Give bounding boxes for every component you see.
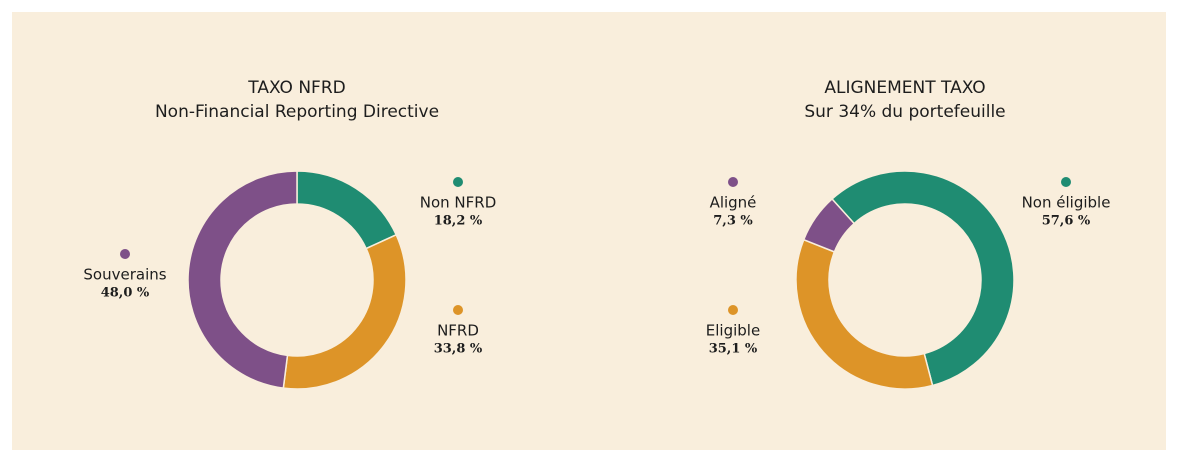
legend-dot: [728, 177, 738, 187]
chart-title: ALIGNEMENT TAXO: [824, 78, 985, 98]
legend-dot: [453, 305, 463, 315]
segment-value: 35,1 %: [709, 342, 758, 357]
segment-name: Eligible: [706, 322, 760, 340]
segment-name: Non NFRD: [420, 194, 497, 212]
chart-subtitle: Non-Financial Reporting Directive: [155, 102, 439, 122]
segment-value: 18,2 %: [434, 214, 483, 229]
segment-value: 57,6 %: [1042, 214, 1091, 229]
segment-name: Non éligible: [1022, 194, 1111, 212]
donut-segment: [187, 170, 298, 389]
donut-segment: [831, 170, 1015, 387]
segment-name: Aligné: [710, 194, 757, 212]
segment-name: Souverains: [83, 266, 166, 284]
donut-segment: [802, 197, 856, 253]
segment-value: 7,3 %: [713, 214, 753, 229]
segment-name: NFRD: [437, 322, 479, 340]
chart-subtitle: Sur 34% du portefeuille: [804, 102, 1005, 122]
legend-dot: [728, 305, 738, 315]
segment-value: 33,8 %: [434, 342, 483, 357]
chart-title: TAXO NFRD: [247, 78, 345, 98]
legend-dot: [120, 249, 130, 259]
legend-dot: [1061, 177, 1071, 187]
segment-value: 48,0 %: [101, 286, 150, 301]
legend-dot: [453, 177, 463, 187]
